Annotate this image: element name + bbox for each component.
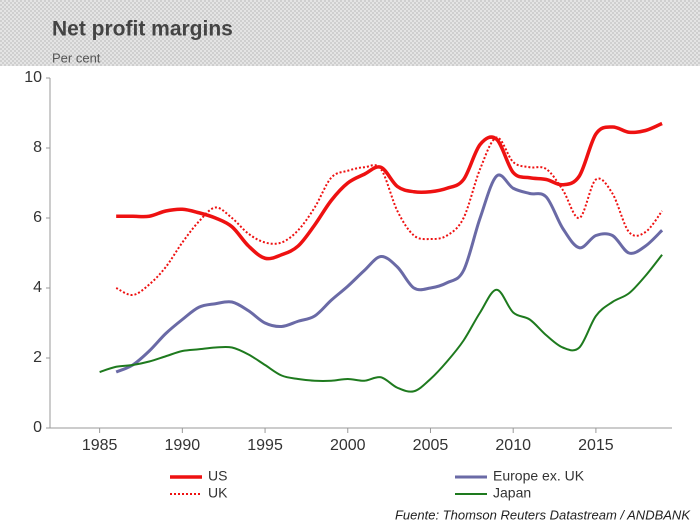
y-tick-label: 6 xyxy=(33,209,42,226)
y-tick-label: 2 xyxy=(33,349,42,366)
x-tick-label: 2015 xyxy=(578,437,614,454)
x-tick-label: 1995 xyxy=(247,437,283,454)
source: Fuente: Thomson Reuters Datastream / AND… xyxy=(395,507,691,522)
legend-label: Japan xyxy=(493,485,531,501)
x-tick-label: 2010 xyxy=(495,437,531,454)
y-tick-label: 4 xyxy=(33,279,42,296)
series-line xyxy=(115,173,664,374)
y-tick-label: 10 xyxy=(24,69,42,86)
chart-title: Net profit margins xyxy=(52,18,233,41)
series-line xyxy=(99,254,663,393)
x-tick-label: 2000 xyxy=(330,437,366,454)
y-tick-label: 0 xyxy=(33,419,42,436)
series-line xyxy=(116,121,663,261)
legend-label: US xyxy=(208,468,227,484)
legend-label: Europe ex. UK xyxy=(493,468,585,484)
x-tick-label: 1990 xyxy=(165,437,201,454)
legend-label: UK xyxy=(208,485,228,501)
series-line xyxy=(115,136,663,297)
x-tick-label: 2005 xyxy=(413,437,449,454)
x-tick-label: 1985 xyxy=(82,437,118,454)
y-tick-label: 8 xyxy=(33,139,42,156)
subtitle: Per cent xyxy=(52,50,101,65)
header-band xyxy=(0,0,700,66)
